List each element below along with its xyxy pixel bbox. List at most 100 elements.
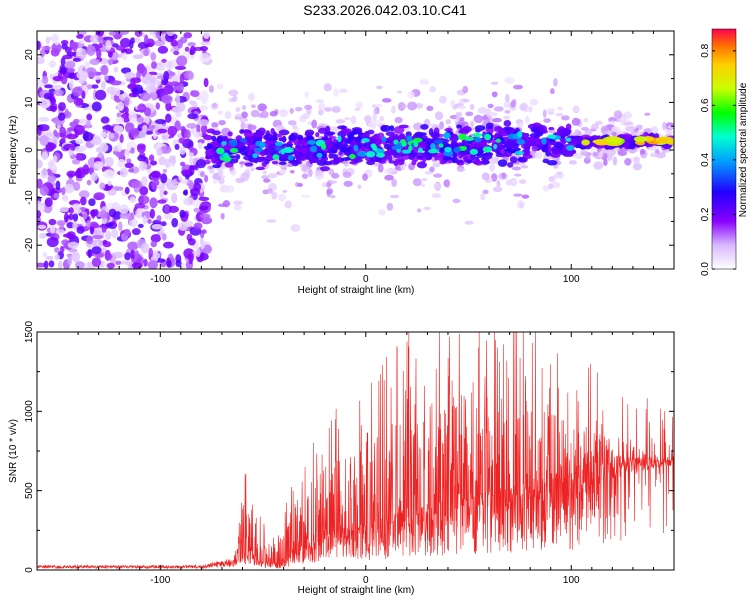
signal-blob — [331, 149, 338, 154]
signal-halo-blob — [571, 117, 581, 126]
noise-blob — [55, 180, 61, 191]
signal-halo-blob — [598, 151, 604, 159]
noise-blob — [91, 101, 102, 112]
noise-blob — [152, 252, 161, 259]
signal-halo-blob — [407, 101, 418, 111]
signal-blob — [373, 135, 379, 140]
noise-blob — [175, 111, 182, 118]
noise-blob — [130, 147, 135, 154]
signal-blob — [227, 131, 233, 137]
signal-halo-blob — [302, 113, 310, 119]
signal-core-blob — [223, 155, 232, 163]
signal-halo-blob — [606, 148, 616, 157]
noise-blob — [146, 168, 152, 174]
signal-halo-blob — [469, 103, 475, 111]
noise-blob — [37, 210, 42, 219]
noise-blob — [73, 181, 81, 191]
signal-halo-blob — [603, 159, 608, 166]
noise-blob — [189, 45, 196, 55]
signal-halo-blob — [212, 102, 218, 108]
signal-blob — [518, 157, 524, 162]
noise-blob — [203, 77, 209, 88]
signal-halo-blob — [601, 127, 609, 132]
signal-halo-blob — [208, 168, 215, 174]
signal-halo-blob — [375, 103, 384, 108]
noise-blob — [178, 137, 187, 144]
noise-blob — [149, 197, 158, 209]
y-tick-label: 10 — [24, 96, 35, 108]
noise-blob — [144, 73, 152, 81]
signal-halo-blob — [290, 224, 301, 232]
signal-core-blob — [381, 136, 387, 143]
signal-halo-blob — [580, 126, 589, 131]
noise-blob — [57, 260, 63, 269]
noise-blob — [200, 124, 208, 134]
signal-halo-blob — [421, 178, 428, 182]
noise-blob — [51, 42, 62, 54]
signal-halo-blob — [534, 151, 543, 159]
signal-blob — [243, 132, 254, 137]
noise-blob — [41, 151, 49, 161]
noise-blob — [115, 87, 121, 97]
signal-blob — [475, 128, 482, 133]
signal-halo-blob — [300, 194, 311, 198]
signal-halo-blob — [608, 117, 617, 122]
noise-blob — [79, 39, 84, 45]
signal-halo-blob — [266, 219, 277, 223]
noise-blob — [155, 102, 161, 110]
noise-blob — [154, 118, 167, 125]
signal-halo-blob — [384, 174, 394, 181]
signal-halo-blob — [593, 161, 604, 170]
colorbar: 0.0 0.2 0.4 0.6 0.8 Normalized spectral ampl… — [700, 28, 749, 276]
noise-blob — [73, 97, 84, 106]
signal-halo-blob — [555, 112, 564, 117]
noise-blob — [57, 101, 66, 111]
signal-halo-blob — [386, 202, 394, 211]
noise-blob — [44, 84, 54, 89]
signal-core-blob — [453, 146, 461, 154]
signal-halo-blob — [379, 115, 384, 122]
noise-blob — [60, 40, 69, 45]
signal-halo-blob — [521, 194, 530, 199]
noise-blob — [44, 197, 53, 207]
signal-halo-blob — [610, 126, 621, 132]
noise-blob — [113, 125, 124, 133]
signal-halo-blob — [490, 81, 499, 85]
noise-blob — [151, 182, 158, 191]
signal-halo-blob — [504, 77, 515, 84]
noise-blob — [124, 252, 131, 261]
signal-blob — [295, 154, 301, 161]
noise-blob — [68, 213, 74, 221]
signal-halo-blob — [464, 220, 474, 225]
noise-blob — [95, 147, 104, 153]
noise-blob — [61, 187, 66, 196]
colorbar-tick-label: 0.4 — [700, 153, 711, 167]
signal-halo-blob — [616, 129, 623, 135]
signal-halo-blob — [519, 179, 527, 184]
signal-halo-blob — [591, 123, 599, 131]
noise-blob — [199, 205, 209, 211]
signal-halo-blob — [504, 109, 511, 114]
signal-halo-blob — [419, 79, 430, 85]
signal-blob — [507, 162, 514, 168]
signal-halo-blob — [371, 119, 381, 124]
noise-blob — [198, 196, 210, 201]
snr-xlabel: Height of straight line (km) — [298, 585, 415, 596]
noise-blob — [139, 186, 149, 196]
signal-blob — [239, 129, 245, 135]
noise-blob — [196, 124, 201, 135]
noise-blob — [148, 154, 155, 162]
signal-halo-blob — [426, 105, 434, 111]
signal-halo-blob — [230, 169, 237, 176]
signal-halo-blob — [323, 83, 332, 92]
signal-halo-blob — [208, 165, 214, 170]
signal-halo-blob — [431, 193, 442, 199]
signal-blob — [522, 154, 533, 160]
signal-halo-blob — [315, 169, 323, 177]
noise-blob — [109, 80, 122, 86]
x-tick-label: 0 — [363, 575, 369, 586]
signal-blob — [486, 154, 493, 159]
signal-halo-blob — [574, 129, 580, 135]
noise-blob — [123, 96, 130, 108]
signal-blob — [216, 136, 224, 144]
